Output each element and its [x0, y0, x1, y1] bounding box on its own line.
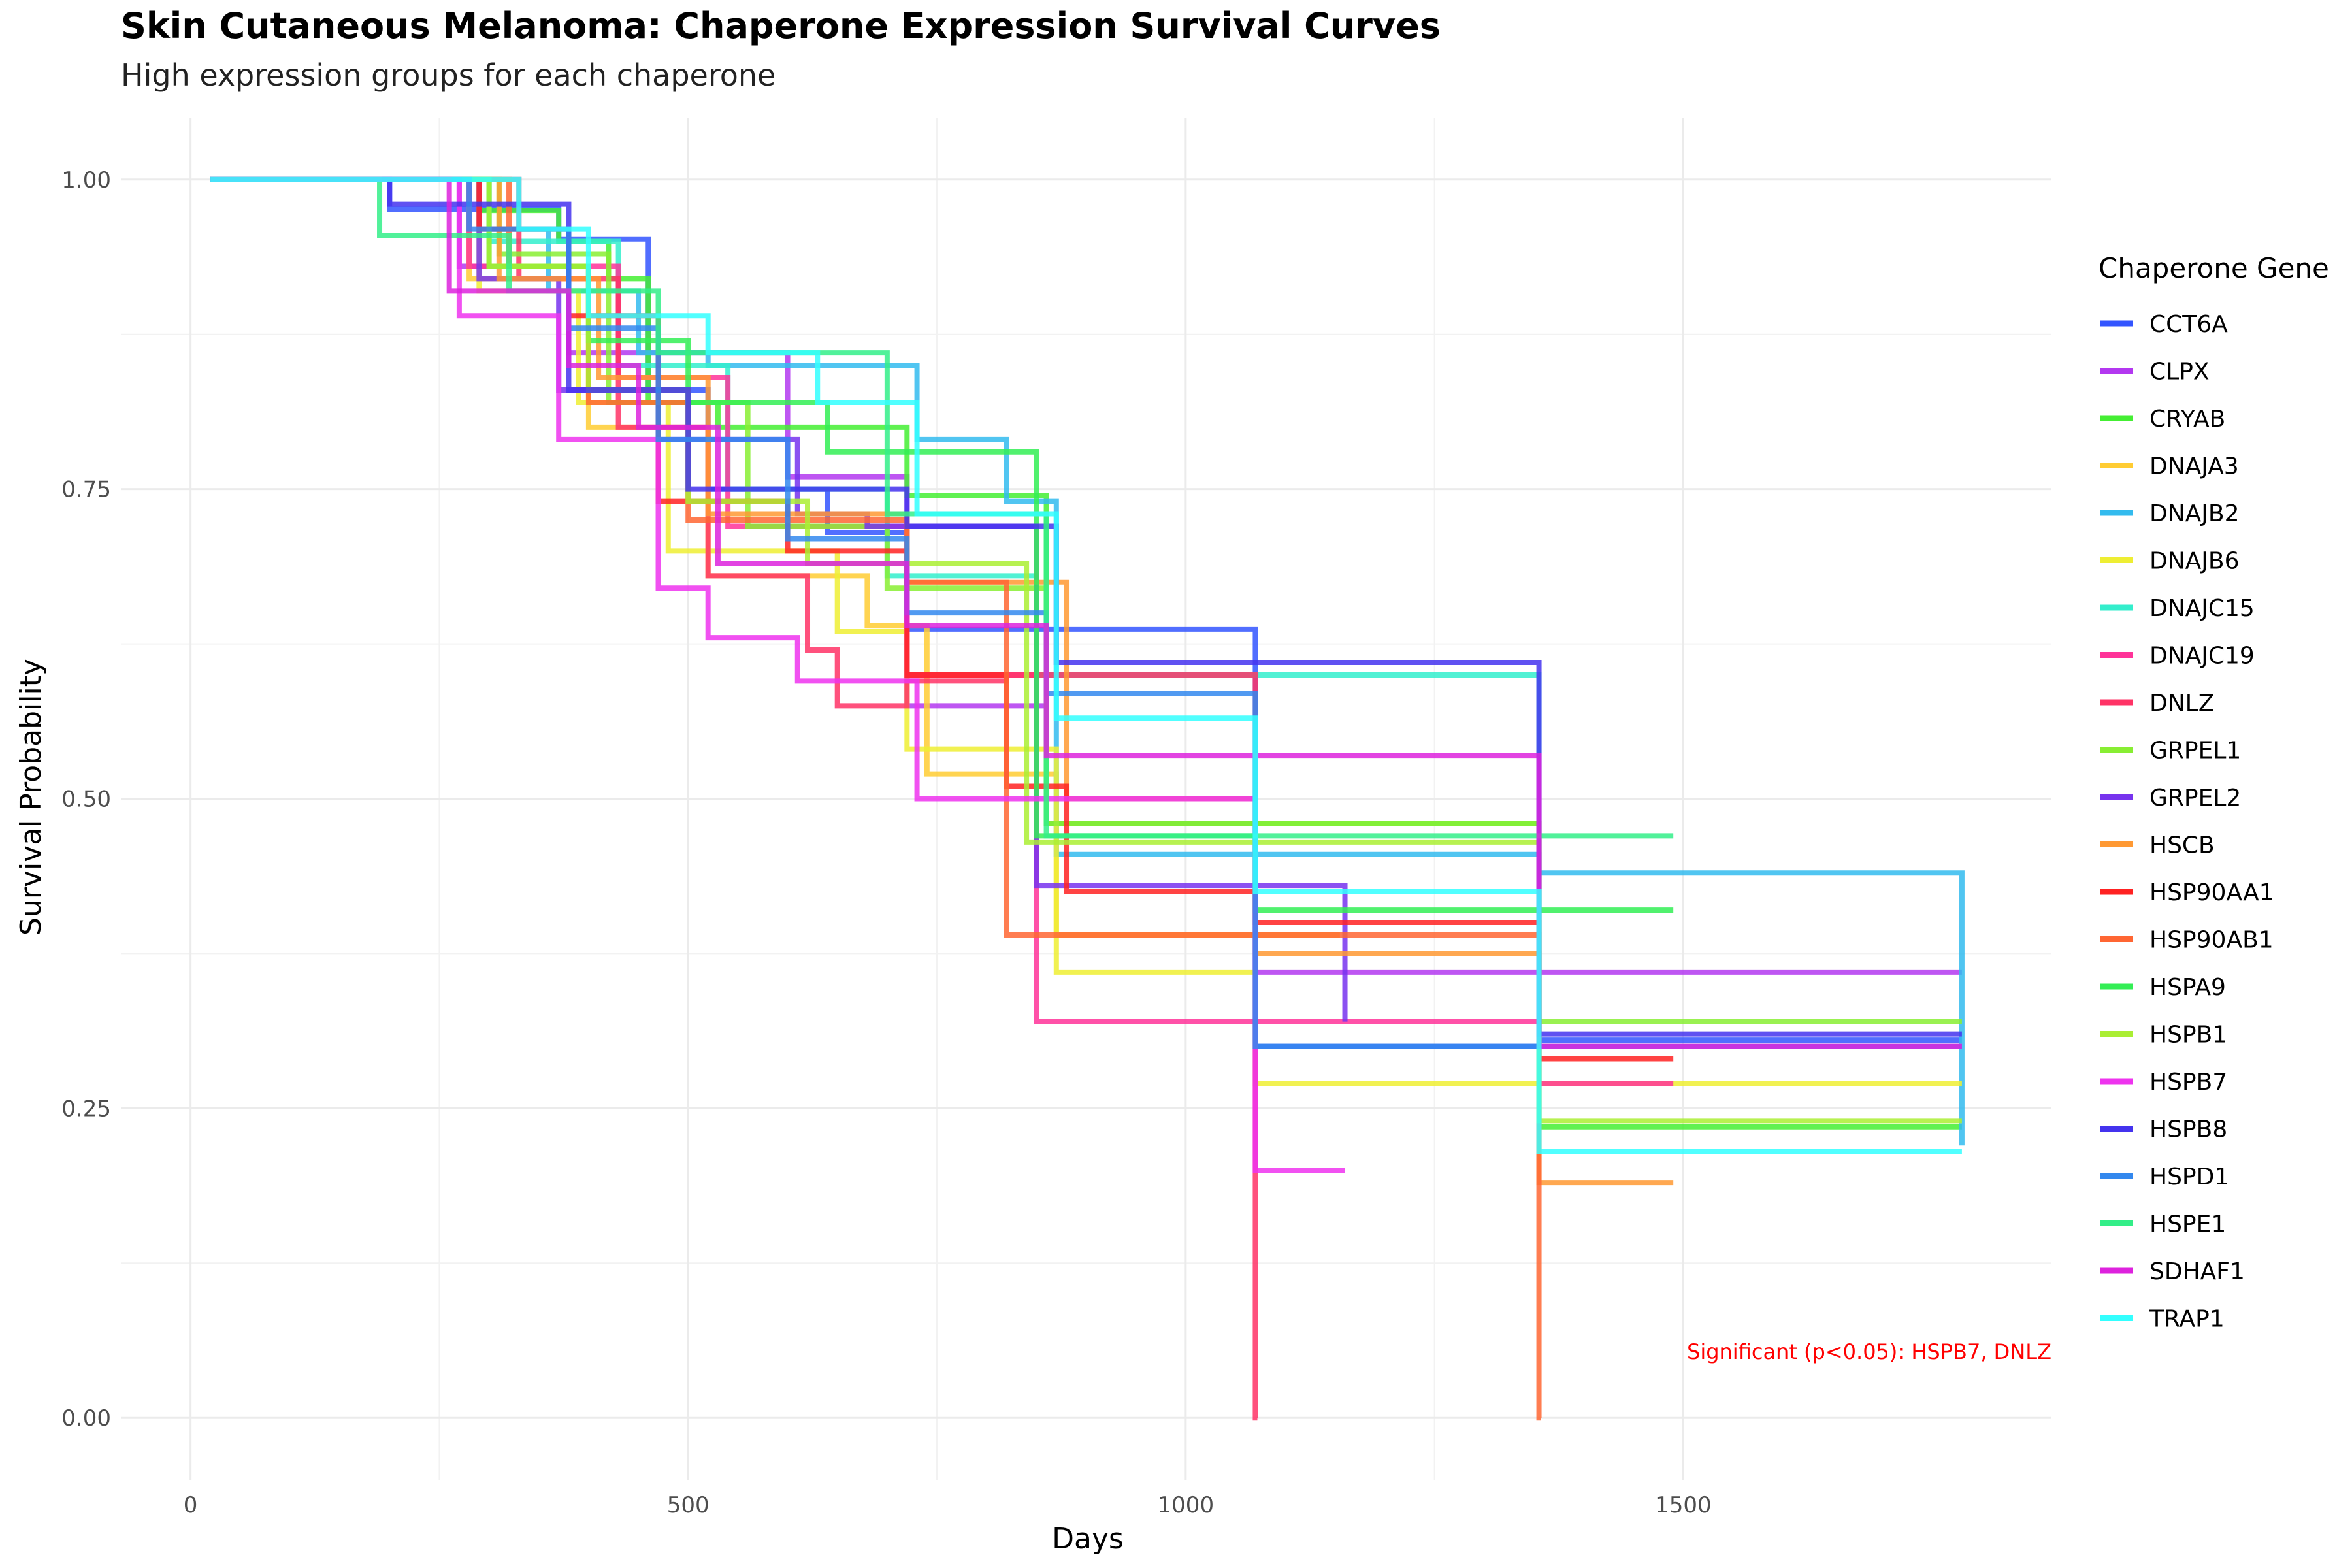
- legend-label: HSPE1: [2149, 1211, 2226, 1238]
- legend-item-hspd1: HSPD1: [2100, 1164, 2229, 1190]
- legend-item-dnajc19: DNAJC19: [2100, 643, 2255, 670]
- chart-title: Skin Cutaneous Melanoma: Chaperone Expre…: [121, 5, 1441, 46]
- legend-label: HSPA9: [2149, 974, 2226, 1001]
- legend-label: DNAJB2: [2149, 500, 2240, 527]
- legend-label: HSPB7: [2149, 1069, 2227, 1096]
- legend-item-dnajc15: DNAJC15: [2100, 595, 2255, 622]
- y-tick-label: 0.25: [61, 1096, 111, 1122]
- series-line-trap1: [210, 176, 1962, 1154]
- series-lines: [210, 176, 1965, 1421]
- y-tick-label: 0.75: [61, 477, 111, 503]
- series-line-grpel2: [210, 176, 1348, 1022]
- legend-label: HSP90AA1: [2149, 879, 2274, 906]
- legend-item-cct6a: CCT6A: [2100, 311, 2228, 338]
- series-line-hspb1: [210, 176, 1962, 1124]
- legend-label: DNAJA3: [2149, 453, 2239, 480]
- series-line-cryab: [210, 176, 1962, 1130]
- legend-label: CLPX: [2149, 359, 2210, 385]
- legend-item-grpel2: GRPEL2: [2100, 785, 2241, 811]
- legend-item-hsp90aa1: HSP90AA1: [2100, 879, 2274, 906]
- series-line-dnajc15: [210, 176, 1542, 1047]
- significance-annotation: Significant (p<0.05): HSPB7, DNLZ: [1687, 1339, 2051, 1364]
- x-axis-label: Days: [1052, 1522, 1124, 1556]
- legend-label: DNAJB6: [2149, 548, 2240, 575]
- legend-item-dnaja3: DNAJA3: [2100, 453, 2239, 480]
- legend-item-hscb: HSCB: [2100, 832, 2215, 859]
- legend-item-dnlz: DNLZ: [2100, 690, 2214, 717]
- legend-label: GRPEL1: [2149, 738, 2241, 764]
- legend-label: CRYAB: [2149, 406, 2225, 433]
- legend-label: GRPEL2: [2149, 785, 2241, 811]
- y-tick-label: 0.00: [61, 1405, 111, 1431]
- legend-item-sdhaf1: SDHAF1: [2100, 1258, 2245, 1285]
- legend-label: DNAJC19: [2149, 643, 2255, 670]
- legend-item-cryab: CRYAB: [2100, 406, 2225, 433]
- legend-label: HSPD1: [2149, 1164, 2229, 1190]
- grid: [121, 118, 2051, 1480]
- x-tick-label: 1500: [1655, 1492, 1712, 1518]
- tick-labels: 0 500 1000 1500 0.00 0.25 0.50 0.75 1.00: [61, 167, 1711, 1518]
- legend-label: HSP90AB1: [2149, 927, 2274, 954]
- legend-label: HSPB1: [2149, 1022, 2227, 1049]
- legend-item-dnajb6: DNAJB6: [2100, 548, 2240, 575]
- legend-title: Chaperone Gene: [2099, 252, 2329, 284]
- legend-item-hspb1: HSPB1: [2100, 1022, 2227, 1049]
- x-tick-label: 0: [184, 1492, 198, 1518]
- x-tick-label: 1000: [1158, 1492, 1215, 1518]
- legend-item-hspa9: HSPA9: [2100, 974, 2226, 1001]
- series-line-cct6a: [210, 176, 1962, 1049]
- legend-item-grpel1: GRPEL1: [2100, 738, 2241, 764]
- legend-item-hspb8: HSPB8: [2100, 1117, 2227, 1143]
- legend-label: DNLZ: [2149, 690, 2214, 717]
- legend-item-hspe1: HSPE1: [2100, 1211, 2226, 1238]
- legend-label: CCT6A: [2149, 311, 2228, 338]
- y-tick-label: 0.50: [61, 787, 111, 813]
- legend-item-trap1: TRAP1: [2100, 1306, 2225, 1333]
- series-line-hspb7: [210, 176, 1345, 1173]
- y-tick-label: 1.00: [61, 167, 111, 193]
- legend-label: HSPB8: [2149, 1117, 2227, 1143]
- legend-item-hsp90ab1: HSP90AB1: [2100, 927, 2274, 954]
- legend: Chaperone Gene CCT6A CLPX CRYAB DNAJA3 DNAJB…: [2099, 252, 2329, 1333]
- legend-label: TRAP1: [2149, 1306, 2225, 1333]
- legend-item-dnajb2: DNAJB2: [2100, 500, 2240, 527]
- legend-item-clpx: CLPX: [2100, 359, 2210, 385]
- series-line-hspb8: [210, 176, 1962, 1037]
- y-axis-label: Survival Probability: [14, 659, 48, 936]
- legend-label: HSCB: [2149, 832, 2215, 859]
- series-line-sdhaf1: [210, 176, 1962, 1049]
- legend-label: SDHAF1: [2149, 1258, 2245, 1285]
- legend-label: DNAJC15: [2149, 595, 2255, 622]
- x-tick-label: 500: [667, 1492, 710, 1518]
- series-line-hspe1: [210, 176, 1674, 839]
- series-line-hsp90aa1: [210, 176, 1674, 1062]
- chart-subtitle: High expression groups for each chaperon…: [121, 57, 776, 93]
- series-line-grpel1: [210, 176, 1962, 1024]
- series-line-hspd1: [210, 176, 1962, 1049]
- legend-item-hspb7: HSPB7: [2100, 1069, 2227, 1096]
